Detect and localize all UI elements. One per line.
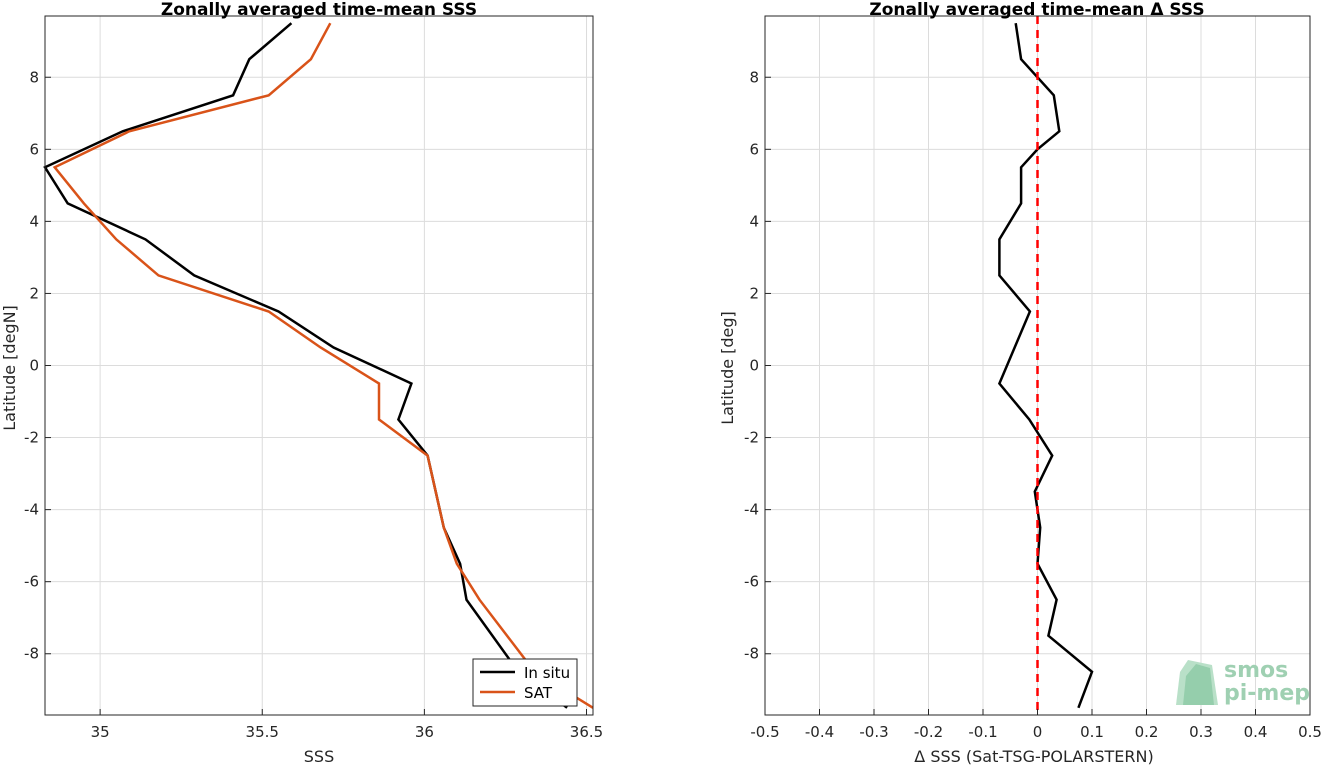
right-y-tick-label: 0 [749,357,759,375]
left-series-line-sat [52,22,594,709]
right-y-axis-label: Latitude [deg] [718,311,737,425]
left-y-tick-label: 6 [29,140,39,158]
right-x-tick-label: -0.5 [750,723,779,741]
smos-pi-mep-logo: smos pi-mep [1176,658,1310,706]
left-x-tick-label: 35.5 [246,723,279,741]
right-x-tick-label: -0.1 [968,723,997,741]
right-x-tick-label: 0.3 [1189,723,1213,741]
right-y-tick-label: 6 [749,140,759,158]
right-x-tick-label: -0.2 [914,723,943,741]
left-x-tick-label: 35 [91,723,110,741]
left-panel: 35 35.5 36 36.5 -8 -6 -4 -2 0 2 4 6 8 Zonally averag… [0,0,603,765]
right-x-axis-label: Δ SSS (Sat-TSG-POLARSTERN) [914,747,1153,765]
legend-label-in-situ: In situ [524,664,570,682]
left-tick-labels: 35 35.5 36 36.5 -8 -6 -4 -2 0 2 4 6 8 [24,68,603,741]
right-x-tick-label: 0 [1033,723,1043,741]
right-y-tick-label: -8 [744,645,759,663]
right-y-tick-label: -4 [744,501,759,519]
left-y-axis-label: Latitude [degN] [0,305,19,431]
right-panel: smos pi-mep -0.5 -0.4 -0.3 -0.2 -0.1 0 0.1 0.2 0… [718,0,1322,765]
logo-waves-graphic-dark [1183,664,1214,705]
right-chart-title: Zonally averaged time-mean Δ SSS [869,0,1204,20]
left-series-group [43,22,594,709]
left-y-tick-label: 2 [29,284,39,302]
right-x-tick-label: 0.2 [1135,723,1159,741]
right-series-line-series-0 [997,23,1094,709]
left-y-tick-label: -4 [24,501,39,519]
left-x-tick-label: 36 [415,723,434,741]
right-y-tick-label: 2 [749,284,759,302]
right-x-tick-label: 0.4 [1244,723,1268,741]
right-x-tick-label: -0.3 [859,723,888,741]
right-y-tick-label: -6 [744,573,759,591]
left-y-tick-label: 4 [29,212,39,230]
logo-text-pi-mep: pi-mep [1224,681,1310,706]
left-y-tick-label: 0 [29,357,39,375]
legend: In situ SAT [472,658,578,707]
left-y-tick-label: -8 [24,645,39,663]
right-y-tick-label: 4 [749,212,759,230]
left-y-tick-label: -6 [24,573,39,591]
legend-box [472,658,578,707]
left-y-tick-label: -2 [24,429,39,447]
logo-text-smos: smos [1224,658,1288,683]
left-y-tick-label: 8 [29,68,39,86]
right-x-tick-label: -0.4 [805,723,834,741]
left-grid [45,16,593,715]
right-x-tick-label: 0.5 [1298,723,1322,741]
right-tick-labels: -0.5 -0.4 -0.3 -0.2 -0.1 0 0.1 0.2 0.3 0.4 0.5 -8 -6… [744,68,1322,741]
legend-label-sat: SAT [524,684,553,702]
left-x-tick-label: 36.5 [570,723,603,741]
right-x-tick-label: 0.1 [1080,723,1104,741]
left-chart-title: Zonally averaged time-mean SSS [161,0,477,20]
right-series-group [997,16,1094,715]
right-y-tick-label: -2 [744,429,759,447]
right-y-tick-label: 8 [749,68,759,86]
left-x-axis-label: SSS [304,747,334,765]
